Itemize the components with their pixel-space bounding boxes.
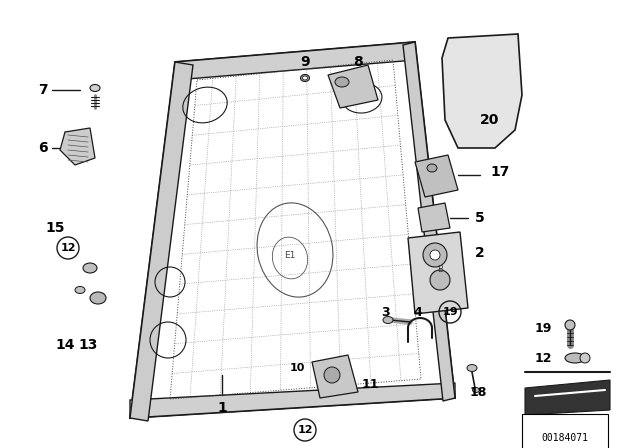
Text: 19: 19 xyxy=(442,307,458,317)
Text: 6: 6 xyxy=(38,141,48,155)
Ellipse shape xyxy=(75,287,85,293)
Ellipse shape xyxy=(90,292,106,304)
Text: 4: 4 xyxy=(413,306,422,319)
Ellipse shape xyxy=(301,74,310,82)
Ellipse shape xyxy=(565,320,575,330)
Text: 12: 12 xyxy=(297,425,313,435)
Ellipse shape xyxy=(90,85,100,91)
Text: 3: 3 xyxy=(381,306,389,319)
Polygon shape xyxy=(408,232,468,314)
Ellipse shape xyxy=(467,365,477,371)
Text: 14: 14 xyxy=(55,338,75,352)
Circle shape xyxy=(430,270,450,290)
Polygon shape xyxy=(130,383,455,418)
Polygon shape xyxy=(60,128,95,165)
Text: 12: 12 xyxy=(60,243,76,253)
Text: 10: 10 xyxy=(290,363,305,373)
Text: 5: 5 xyxy=(475,211,484,225)
Circle shape xyxy=(430,250,440,260)
Polygon shape xyxy=(130,62,193,421)
Ellipse shape xyxy=(383,316,393,323)
Text: 13: 13 xyxy=(78,338,98,352)
Circle shape xyxy=(423,243,447,267)
Polygon shape xyxy=(328,65,378,108)
Polygon shape xyxy=(442,34,522,148)
Polygon shape xyxy=(403,42,455,401)
Polygon shape xyxy=(415,155,458,197)
Text: 20: 20 xyxy=(480,113,500,127)
Ellipse shape xyxy=(565,353,585,363)
Text: 19: 19 xyxy=(535,322,552,335)
Text: 00184071: 00184071 xyxy=(541,433,589,443)
Text: 18: 18 xyxy=(469,385,486,399)
Ellipse shape xyxy=(427,164,437,172)
Polygon shape xyxy=(130,42,455,418)
Text: 2: 2 xyxy=(475,246,484,260)
Ellipse shape xyxy=(472,388,479,392)
Ellipse shape xyxy=(83,263,97,273)
Polygon shape xyxy=(312,355,358,398)
Text: E1: E1 xyxy=(284,250,296,259)
Circle shape xyxy=(324,367,340,383)
Text: 8: 8 xyxy=(353,55,363,69)
Text: 9: 9 xyxy=(300,55,310,69)
Text: 1: 1 xyxy=(217,401,227,415)
Text: B: B xyxy=(437,266,443,275)
Polygon shape xyxy=(175,42,415,80)
Polygon shape xyxy=(525,380,610,415)
Ellipse shape xyxy=(580,353,590,363)
Ellipse shape xyxy=(335,77,349,87)
Text: 15: 15 xyxy=(45,221,65,235)
Polygon shape xyxy=(418,203,450,232)
Text: 17: 17 xyxy=(490,165,509,179)
Text: 11: 11 xyxy=(362,379,380,392)
Text: 12: 12 xyxy=(535,352,552,365)
Ellipse shape xyxy=(303,76,307,80)
Text: 7: 7 xyxy=(38,83,48,97)
